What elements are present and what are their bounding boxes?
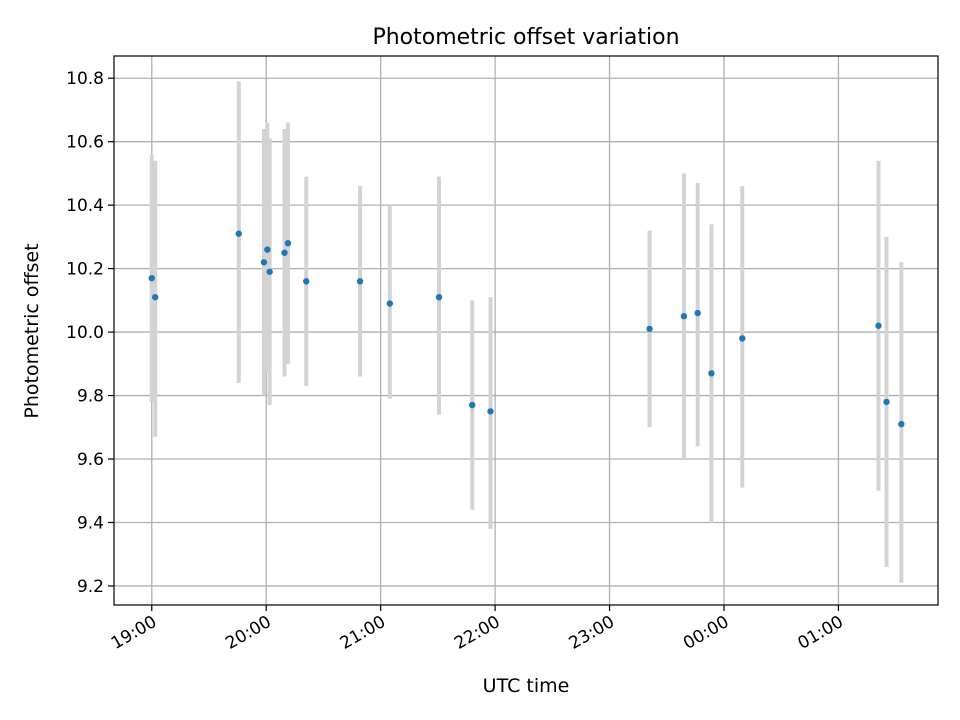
data-point xyxy=(281,249,288,256)
plot-area xyxy=(114,56,938,605)
data-point xyxy=(739,335,746,342)
y-axis-label: Photometric offset xyxy=(21,243,43,418)
y-tick-label: 9.6 xyxy=(77,450,104,470)
y-tick-label: 10.4 xyxy=(66,196,104,216)
data-point xyxy=(386,300,394,307)
data-point xyxy=(883,398,890,406)
x-axis-label: UTC time xyxy=(483,675,570,697)
data-point xyxy=(435,293,443,301)
data-point xyxy=(694,309,701,317)
data-point xyxy=(487,408,494,415)
y-tick-label: 9.8 xyxy=(77,387,104,407)
chart-title: Photometric offset variation xyxy=(372,25,679,50)
data-point xyxy=(152,293,159,301)
data-point xyxy=(898,420,905,428)
data-point xyxy=(356,278,364,285)
data-point xyxy=(148,274,155,282)
y-tick-label: 10.6 xyxy=(66,133,104,153)
y-tick-label: 10.8 xyxy=(66,69,104,89)
y-axis-ticks: 9.2 9.4 9.6 9.8 10.0 10.2 10.4 10.6 10.8 xyxy=(66,69,114,597)
grid-lines xyxy=(114,56,938,605)
y-tick-label: 9.2 xyxy=(77,577,104,597)
plot-frame xyxy=(113,55,939,606)
data-point xyxy=(875,322,882,329)
data-point xyxy=(235,230,242,237)
data-point xyxy=(646,325,653,333)
data-point xyxy=(680,313,688,320)
data-point xyxy=(303,278,310,285)
data-point xyxy=(260,259,268,266)
data-point xyxy=(469,401,476,409)
y-tick-label: 10.2 xyxy=(66,260,104,280)
y-tick-label: 10.0 xyxy=(66,323,104,343)
data-point xyxy=(284,240,292,247)
data-point xyxy=(708,370,715,377)
data-point xyxy=(264,246,271,253)
y-tick-label: 9.4 xyxy=(77,513,104,533)
data-points xyxy=(148,230,905,428)
data-point xyxy=(266,268,273,275)
